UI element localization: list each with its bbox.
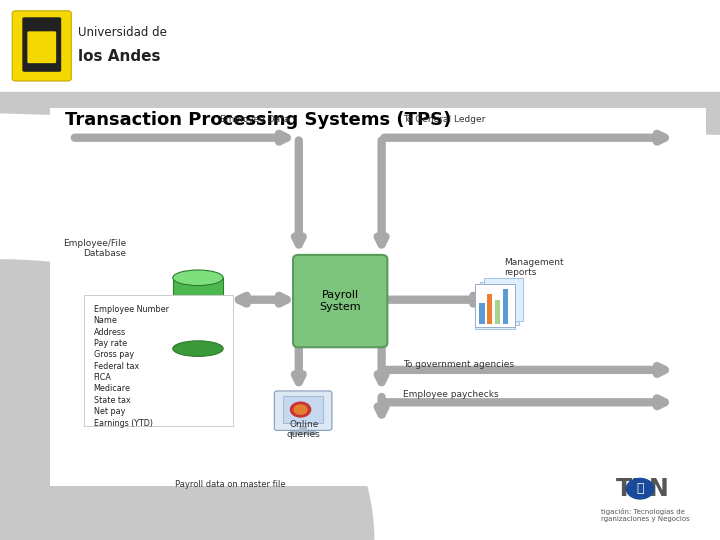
Ellipse shape [289,402,311,418]
Polygon shape [0,92,720,135]
Text: tigación: Tecnologías de
rganizaciones y Negocios: tigación: Tecnologías de rganizaciones y… [601,508,690,522]
Ellipse shape [173,270,223,286]
FancyBboxPatch shape [22,17,61,72]
FancyBboxPatch shape [484,278,523,321]
Text: Address: Address [94,328,126,337]
Wedge shape [0,259,374,540]
FancyBboxPatch shape [480,282,519,325]
Text: N: N [649,477,668,501]
Text: Universidad de: Universidad de [78,26,166,39]
Text: To government agencies: To government agencies [403,360,514,369]
Bar [290,431,316,435]
Text: State tax: State tax [94,396,130,405]
Bar [479,303,485,324]
Text: Medicare: Medicare [94,384,130,394]
Text: Online
queries: Online queries [287,420,320,440]
Text: Name: Name [94,316,117,326]
Text: los Andes: los Andes [78,49,161,64]
Bar [495,300,500,324]
Text: Gross pay: Gross pay [94,350,134,360]
Text: Net pay: Net pay [94,407,125,416]
Bar [50,108,706,486]
Bar [503,289,508,324]
Text: Employee Data: Employee Data [220,114,289,124]
Ellipse shape [173,341,223,356]
Text: Employee Number: Employee Number [94,305,168,314]
Text: Pay rate: Pay rate [94,339,127,348]
Text: Management
reports: Management reports [504,258,564,278]
Text: Employee paychecks: Employee paychecks [403,390,499,399]
FancyBboxPatch shape [12,11,71,81]
Text: Earnings (YTD): Earnings (YTD) [94,418,153,428]
Text: TI: TI [616,477,641,501]
Text: ⏻: ⏻ [636,482,644,495]
Ellipse shape [293,404,307,415]
Bar [487,294,492,324]
Bar [173,278,223,349]
FancyBboxPatch shape [475,286,515,329]
FancyBboxPatch shape [475,284,515,327]
Text: Payroll
System: Payroll System [320,291,361,312]
Text: Employee/File
Database: Employee/File Database [63,239,126,259]
FancyBboxPatch shape [274,391,332,430]
FancyBboxPatch shape [293,255,387,347]
Text: Transaction Processing Systems (TPS): Transaction Processing Systems (TPS) [65,111,451,129]
FancyBboxPatch shape [84,295,233,426]
Text: FICA: FICA [94,373,112,382]
Circle shape [626,478,654,499]
FancyBboxPatch shape [27,31,56,63]
Text: To General Ledger: To General Ledger [403,114,485,124]
Text: Federal tax: Federal tax [94,362,139,371]
Bar [0,0,720,92]
Bar [299,426,307,433]
Text: Payroll data on master file: Payroll data on master file [175,480,286,489]
Bar [283,396,323,423]
